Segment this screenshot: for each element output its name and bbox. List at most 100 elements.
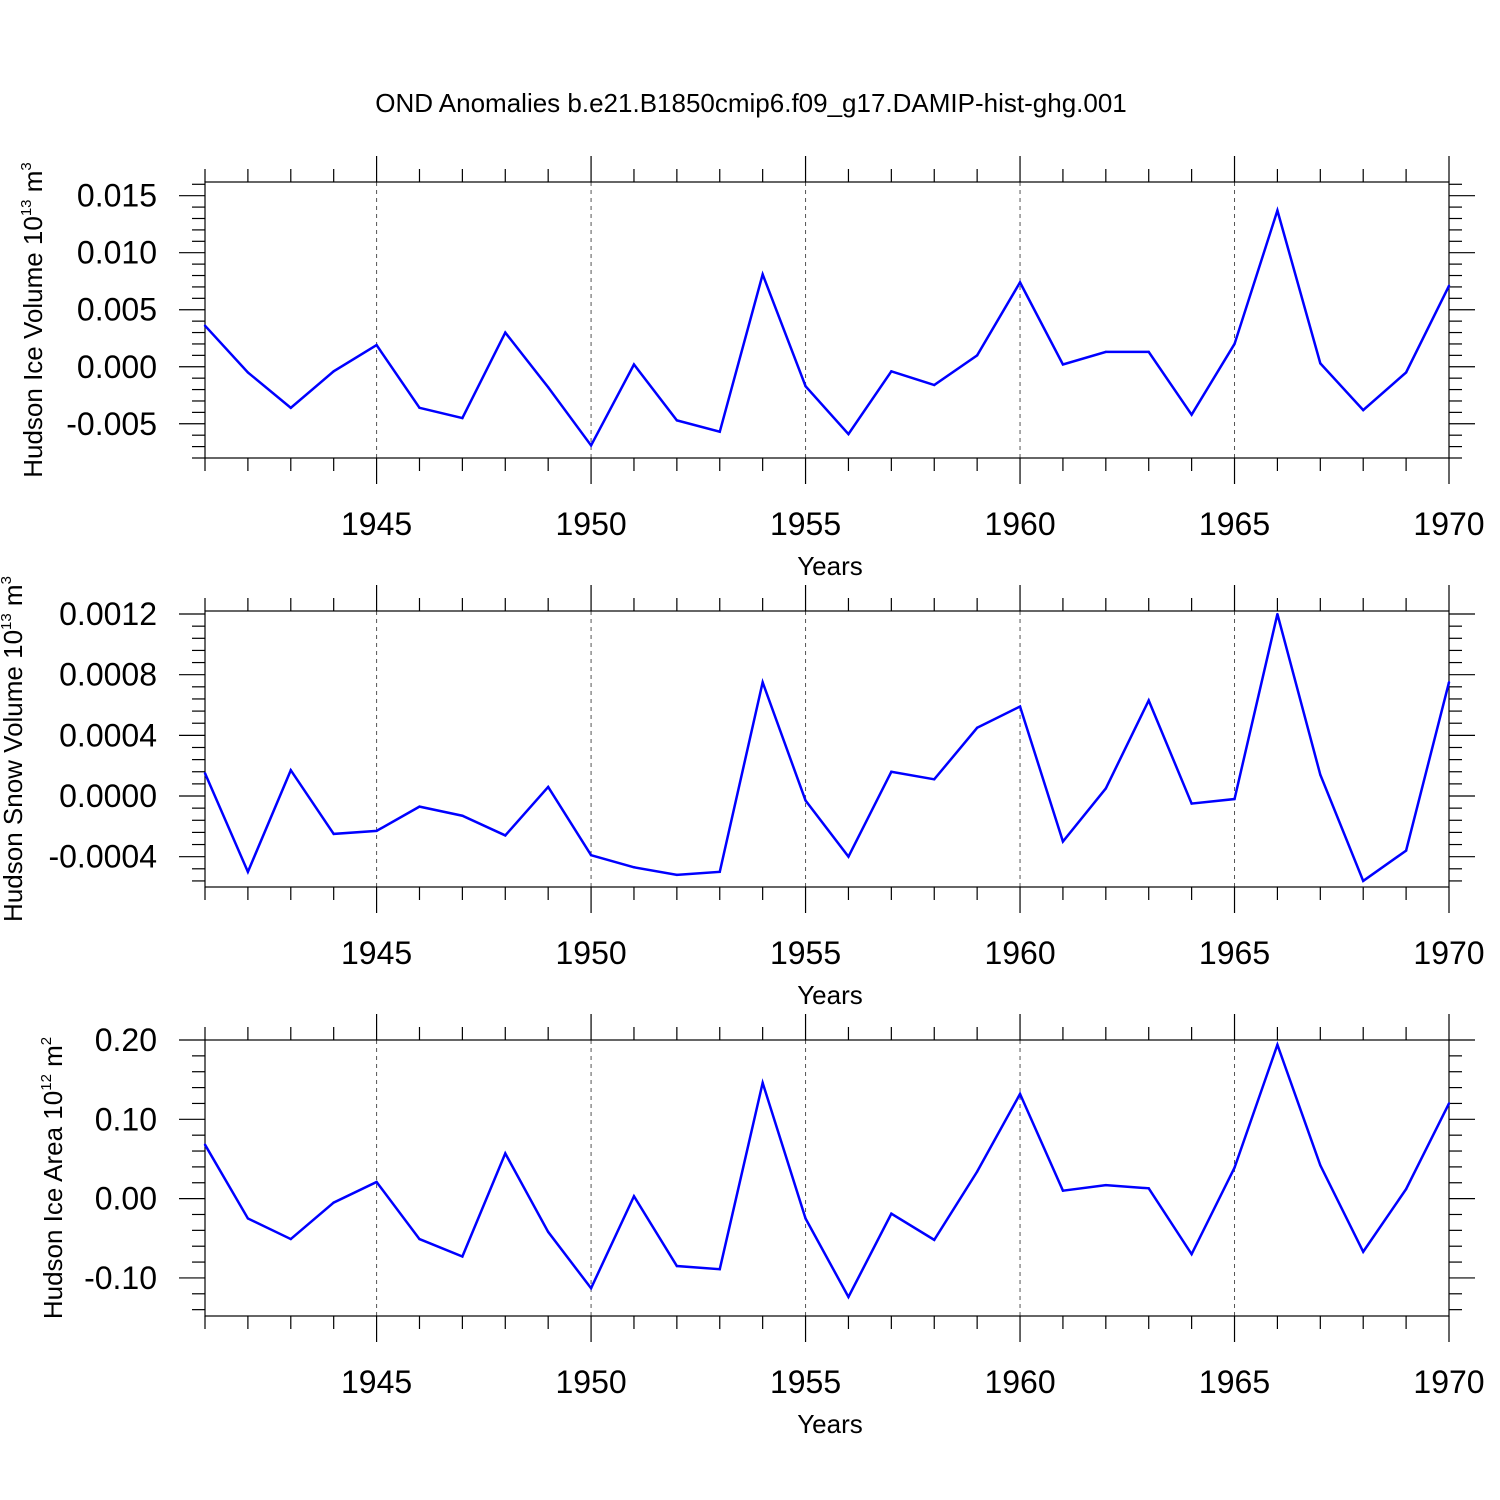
data-point [933,383,936,387]
x-axis-label: Years [797,1409,863,1439]
y-tick-label: 0.000 [77,349,157,385]
data-point [1319,362,1322,365]
data-point [975,726,979,729]
y-axis-label: Hudson Ice Area 1012 m2 [38,1037,68,1319]
y-tick-label: 0.0004 [59,717,157,753]
data-point [847,1295,850,1299]
plot-frame [204,1039,1450,1317]
x-tick-label: 1950 [555,506,626,542]
data-point [1190,1252,1193,1256]
data-point [332,1201,335,1204]
y-tick-label: 0.0012 [59,596,157,632]
data-point [718,870,721,874]
data-point [203,324,207,327]
data-point [1147,350,1150,354]
x-tick-label: 1970 [1413,1364,1484,1400]
data-point [375,829,378,833]
data-point [246,371,250,374]
y-axis-label-main: Hudson Ice Volume 10 [18,216,48,478]
y-tick-label: 0.0008 [59,657,157,693]
data-point [933,778,936,781]
data-point [1362,1250,1365,1253]
y-tick-label: 0.00 [95,1181,157,1217]
data-point [847,432,850,436]
data-point [804,799,807,802]
data-point [1018,1092,1022,1096]
x-tick-label: 1945 [341,506,412,542]
y-axis-label-exp: 13 [18,199,35,216]
data-point [1233,1166,1236,1169]
data-point [761,681,764,684]
data-point [675,1264,679,1268]
data-point [375,1180,378,1184]
x-tick-label: 1950 [555,1364,626,1400]
plot-frame [204,181,1450,459]
data-point [418,1237,421,1241]
y-axis-label-main: Hudson Snow Volume 10 [0,630,28,922]
x-tick-label: 1960 [984,935,1055,971]
data-point [890,1212,893,1215]
data-point [718,430,721,433]
data-point [1276,209,1279,212]
data-point [632,363,636,366]
x-tick-label: 1960 [984,506,1055,542]
data-point [718,1268,721,1271]
data-point [504,834,507,837]
x-tick-label: 1965 [1199,1364,1270,1400]
data-point [1104,787,1108,790]
data-point [589,1287,593,1290]
data-point [246,870,250,874]
data-point [461,1255,464,1258]
data-point [1018,281,1022,284]
data-point [761,1081,764,1085]
data-point [546,785,550,789]
x-tick-label: 1965 [1199,506,1270,542]
data-point [1447,681,1451,684]
data-point [1362,408,1365,412]
data-point [332,832,335,836]
data-point [546,1230,550,1234]
data-point [589,853,593,857]
x-tick-label: 1955 [770,506,841,542]
y-axis-label-exp: 12 [38,1074,55,1091]
y-tick-label: -0.005 [66,406,157,442]
x-tick-label: 1965 [1199,935,1270,971]
data-point [1147,1187,1150,1190]
data-point [1104,1183,1108,1187]
data-point [1233,797,1236,801]
data-point [761,273,764,276]
data-point [1447,284,1451,287]
y-tick-label: 0.005 [77,292,157,328]
x-tick-label: 1945 [341,935,412,971]
data-point [289,406,292,410]
data-point [1061,363,1065,366]
chart-title: OND Anomalies b.e21.B1850cmip6.f09_g17.D… [375,88,1127,118]
y-tick-label: 0.10 [95,1101,157,1137]
data-point [675,419,679,422]
data-point [1061,840,1065,843]
data-point [289,1237,292,1241]
x-tick-label: 1970 [1413,935,1484,971]
data-point [975,1170,979,1173]
data-point [1190,802,1193,805]
data-point [1018,705,1022,708]
data-point [975,354,979,357]
data-point [1447,1102,1451,1105]
y-axis-label-unit: m [0,584,28,613]
data-point [1319,1164,1322,1167]
data-point [203,772,207,775]
x-tick-label: 1955 [770,935,841,971]
y-axis-label-unit-exp: 3 [18,162,35,170]
y-tick-label: 0.010 [77,235,157,271]
y-axis-label-unit-exp: 3 [0,576,15,584]
y-axis-label-unit: m [18,171,48,200]
y-axis-label-main: Hudson Ice Area 10 [38,1091,68,1319]
x-axis-label: Years [797,551,863,581]
data-point [675,873,679,877]
y-tick-label: 0.20 [95,1022,157,1058]
panel-snow-volume: -0.0004 0.0000 0.0004 0.0008 0.0012 1945 1950 1… [0,576,1485,1010]
data-point [1190,413,1193,416]
panel-ice-area: -0.10 0.00 0.10 0.20 1945 1950 1955 1960 1965 197… [38,1014,1485,1439]
x-tick-label: 1945 [341,1364,412,1400]
